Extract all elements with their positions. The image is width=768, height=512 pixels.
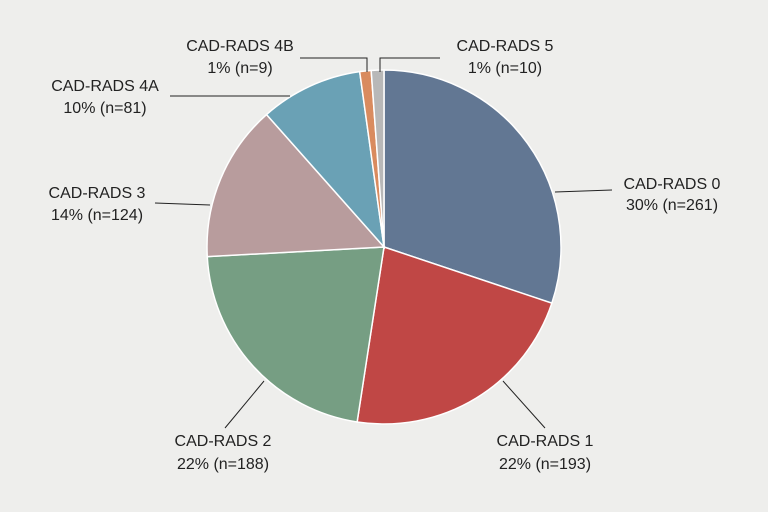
leader-line-cad-rads-3 bbox=[154, 202, 211, 206]
detail-cad-rads-2: 22% (n=188) bbox=[177, 456, 269, 473]
label-cad-rads-0: CAD-RADS 0 bbox=[624, 176, 721, 193]
leader-line-cad-rads-0 bbox=[554, 189, 613, 193]
leader-line-cad-rads-4b bbox=[300, 57, 368, 72]
slice-cad-rads-1 bbox=[356, 246, 553, 425]
detail-cad-rads-3: 14% (n=124) bbox=[51, 207, 143, 224]
label-cad-rads-4a: CAD-RADS 4A bbox=[51, 78, 159, 95]
leader-line-cad-rads-2 bbox=[224, 380, 265, 429]
leader-line-cad-rads-5 bbox=[379, 57, 440, 72]
pie-slices bbox=[206, 69, 562, 425]
leader-line-cad-rads-1 bbox=[502, 380, 546, 429]
detail-cad-rads-5: 1% (n=10) bbox=[468, 60, 542, 77]
label-cad-rads-1: CAD-RADS 1 bbox=[497, 433, 594, 450]
detail-cad-rads-1: 22% (n=193) bbox=[499, 456, 591, 473]
label-cad-rads-3: CAD-RADS 3 bbox=[49, 185, 146, 202]
label-cad-rads-5: CAD-RADS 5 bbox=[457, 38, 554, 55]
label-cad-rads-4b: CAD-RADS 4B bbox=[186, 38, 294, 55]
slice-cad-rads-0 bbox=[383, 69, 562, 305]
slice-cad-rads-4a bbox=[265, 70, 386, 250]
detail-cad-rads-0: 30% (n=261) bbox=[626, 197, 718, 214]
label-cad-rads-2: CAD-RADS 2 bbox=[175, 433, 272, 450]
slice-cad-rads-5 bbox=[370, 69, 385, 248]
slice-cad-rads-3 bbox=[206, 113, 386, 258]
detail-cad-rads-4b: 1% (n=9) bbox=[207, 60, 272, 77]
slice-cad-rads-2 bbox=[206, 246, 385, 423]
detail-cad-rads-4a: 10% (n=81) bbox=[63, 100, 146, 117]
